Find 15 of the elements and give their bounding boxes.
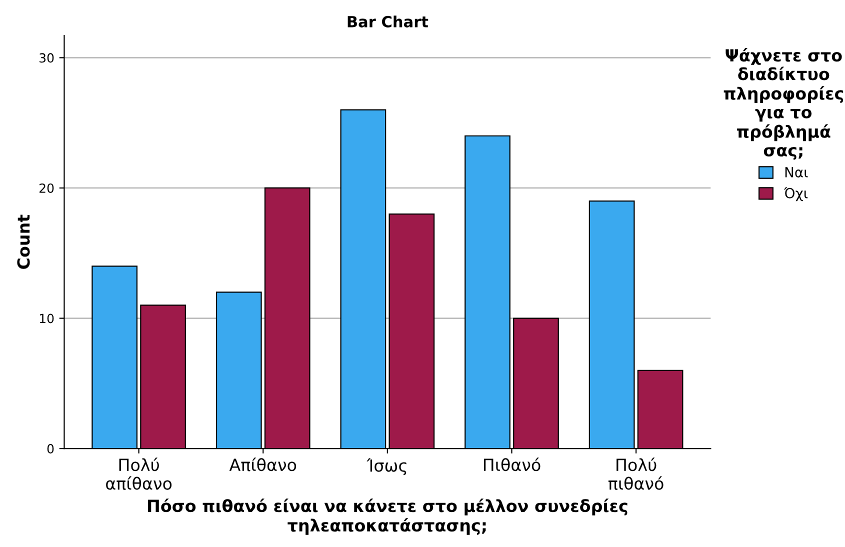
chart-title: Bar Chart: [348, 16, 428, 28]
legend-title: Ψάχνετε στο διαδίκτυο πληροφορίες για το πρόβλημά σας;: [724, 48, 844, 160]
y-tick-label: 30: [40, 53, 54, 63]
legend-label: Ναι: [785, 167, 808, 178]
x-tick-label: Απίθανο: [229, 458, 296, 472]
x-tick-label: Πολύ πιθανό: [608, 458, 664, 490]
x-tick-label: Ίσως: [366, 458, 406, 476]
y-axis-title: Count: [17, 214, 30, 269]
legend-label: Όχι: [784, 187, 808, 202]
x-tick-label: Πιθανό: [484, 458, 540, 472]
y-tick-label: 20: [40, 183, 54, 193]
x-axis-title: Πόσο πιθανό είναι να κάνετε στο μέλλον συνεδρίες τηλεαποκατάστασης;: [148, 498, 628, 535]
y-tick-label: 0: [47, 444, 54, 454]
y-tick-label: 10: [40, 314, 54, 324]
x-tick-label: Πολύ απίθανο: [106, 458, 172, 490]
